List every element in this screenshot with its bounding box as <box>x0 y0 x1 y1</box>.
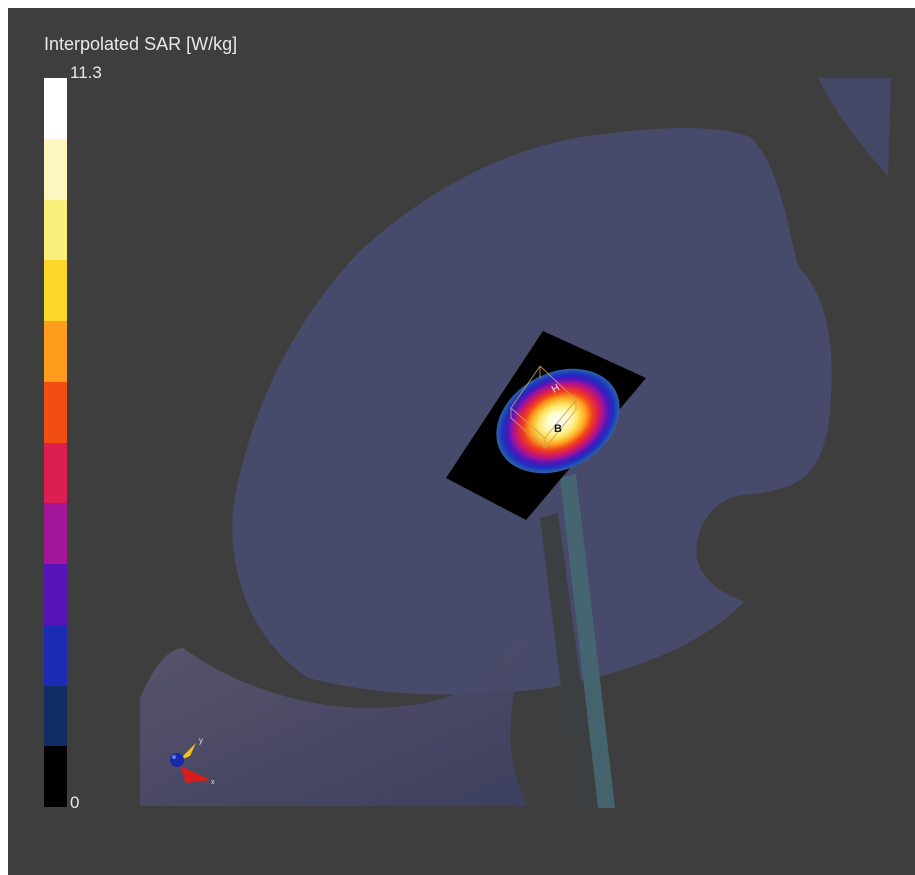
colorbar-swatch-8 <box>44 564 67 625</box>
probe-shaft-shadow <box>540 513 598 808</box>
legend-max-label: 11.3 <box>70 63 102 82</box>
colorbar-swatch-0 <box>44 78 67 139</box>
colorbar-swatch-9 <box>44 624 67 686</box>
sar-scene[interactable]: H B y x <box>8 8 915 875</box>
legend-title: Interpolated SAR [W/kg] <box>44 34 238 54</box>
colorbar-swatch-7 <box>44 503 67 564</box>
probe-label-b: B <box>554 423 562 435</box>
probe-label-h: H <box>550 382 562 395</box>
probe-wireframe <box>510 365 577 449</box>
probe-marker-h: H <box>550 382 562 395</box>
axis-label-x: x <box>211 779 215 786</box>
axis-gizmo: y x <box>170 736 215 786</box>
colorbar-swatch-2 <box>44 199 67 261</box>
colorbar-swatch-5 <box>44 381 67 443</box>
colorbar-swatch-11 <box>44 746 67 807</box>
phantom-lower-fragment <box>140 635 528 806</box>
axis-label-y: y <box>199 736 203 745</box>
axis-x-arrow <box>180 766 211 783</box>
phantom-corner-shape <box>818 78 891 176</box>
sar-3d-viewport[interactable]: H B y x Interpolated SAR [W/kg] 11.3 0 <box>8 8 915 875</box>
colorbar-swatch-10 <box>44 685 67 747</box>
axis-origin-sphere <box>170 753 184 767</box>
colorbar-swatch-6 <box>44 442 67 504</box>
legend-min-label: 0 <box>70 793 80 812</box>
sar-hotspot <box>496 368 620 474</box>
colorbar-swatch-3 <box>44 260 67 321</box>
probe-shaft <box>560 474 615 808</box>
colorbar-swatch-1 <box>44 138 67 200</box>
sar-colorbar <box>44 78 67 807</box>
colorbar-swatch-4 <box>44 321 67 382</box>
